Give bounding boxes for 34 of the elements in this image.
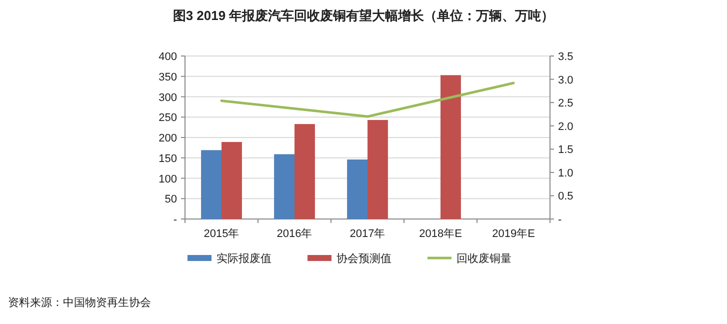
y-tick-label: 200 xyxy=(158,132,177,144)
y2-tick-label: 1.0 xyxy=(558,167,574,180)
y2-tick-label: 3.0 xyxy=(558,74,574,86)
y2-tick-label: 0.5 xyxy=(558,190,574,203)
x-tick-label: 2015年 xyxy=(204,228,240,240)
bar xyxy=(440,75,461,219)
y-tick-label: 100 xyxy=(158,173,177,186)
y-tick-label: 250 xyxy=(158,112,177,124)
bar xyxy=(201,150,222,219)
bar xyxy=(222,142,242,219)
bar xyxy=(368,120,388,219)
chart-title: 图3 2019 年报废汽车回收废铜有望大幅增长（单位：万辆、万吨） xyxy=(172,8,554,23)
bar xyxy=(274,154,294,219)
y-tick-label: 50 xyxy=(164,194,177,206)
y2-tick-label: 3.5 xyxy=(558,51,574,63)
bar xyxy=(347,160,368,219)
y2-tick-label: 1.5 xyxy=(558,144,574,156)
x-tick-label: 2018年E xyxy=(419,228,462,240)
y-tick-label: - xyxy=(173,214,178,226)
y2-tick-label: 2.0 xyxy=(558,120,574,133)
y-tick-label: 150 xyxy=(158,152,177,165)
y-tick-label: 300 xyxy=(158,92,177,104)
y2-tick-label: - xyxy=(558,214,562,226)
x-tick-label: 2019年E xyxy=(492,228,535,240)
y-tick-label: 400 xyxy=(158,51,177,63)
y-tick-label: 350 xyxy=(158,71,177,84)
x-tick-label: 2017年 xyxy=(350,228,386,240)
text: 资料来源：中国物资再生协会 xyxy=(8,296,151,309)
bar xyxy=(294,124,315,219)
legend-label: 回收废铜量 xyxy=(456,252,512,265)
y2-tick-label: 2.5 xyxy=(558,98,574,110)
x-tick-label: 2016年 xyxy=(276,228,312,240)
legend-label: 协会预测值 xyxy=(336,252,392,265)
legend-label: 实际报废值 xyxy=(216,252,272,265)
